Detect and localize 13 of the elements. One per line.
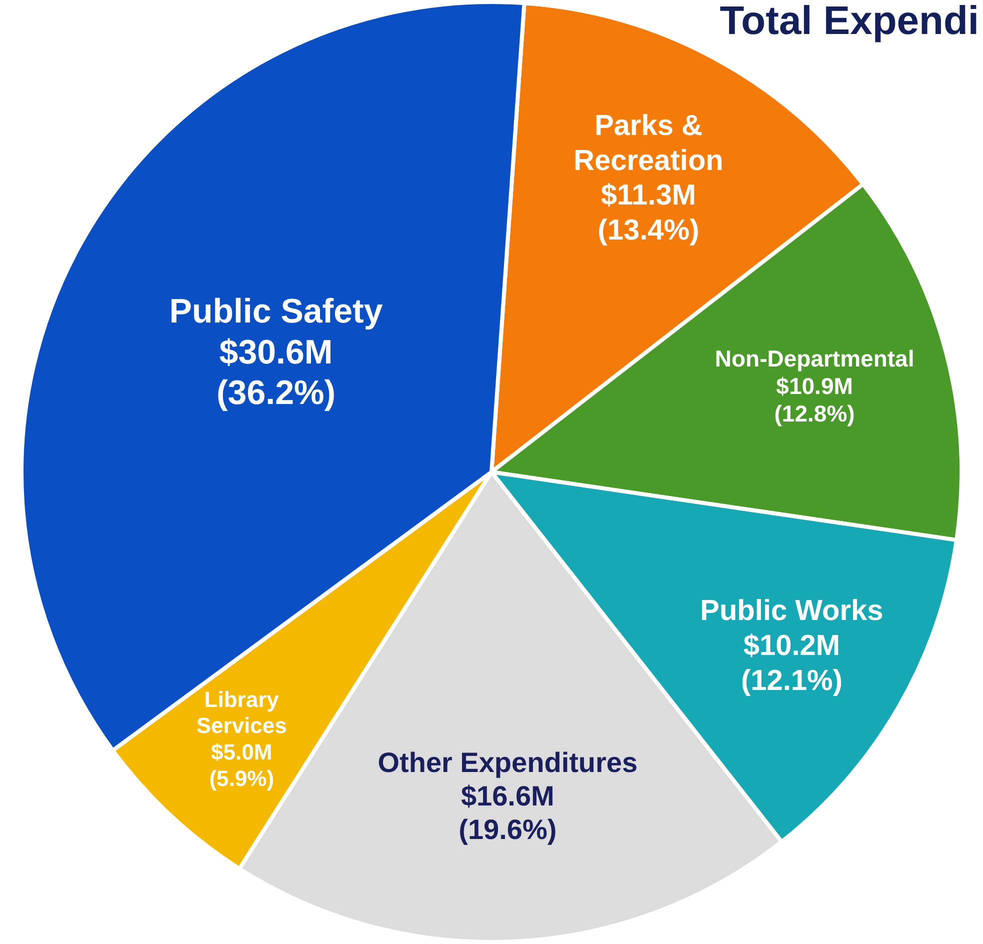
slice-label: Other Expenditures bbox=[378, 747, 638, 778]
slice-label: Public Safety bbox=[169, 292, 383, 331]
slice-label: Public Works bbox=[700, 595, 884, 628]
slice-label: Non-Departmental bbox=[714, 346, 914, 372]
data-label: $30.6M (36.2%) bbox=[216, 333, 336, 412]
slice-label: Parks & Recreation bbox=[574, 110, 724, 177]
data-label: $5.0M (5.9%) bbox=[209, 740, 274, 792]
chart-title: Total Expendi bbox=[720, 0, 979, 43]
slice-label: Library Services bbox=[196, 686, 287, 738]
data-label: $10.9M (12.8%) bbox=[774, 373, 855, 427]
data-label: $16.6M (19.6%) bbox=[458, 780, 557, 846]
data-label: $10.2M (12.1%) bbox=[740, 630, 842, 697]
data-label: $11.3M (13.4%) bbox=[598, 180, 700, 247]
